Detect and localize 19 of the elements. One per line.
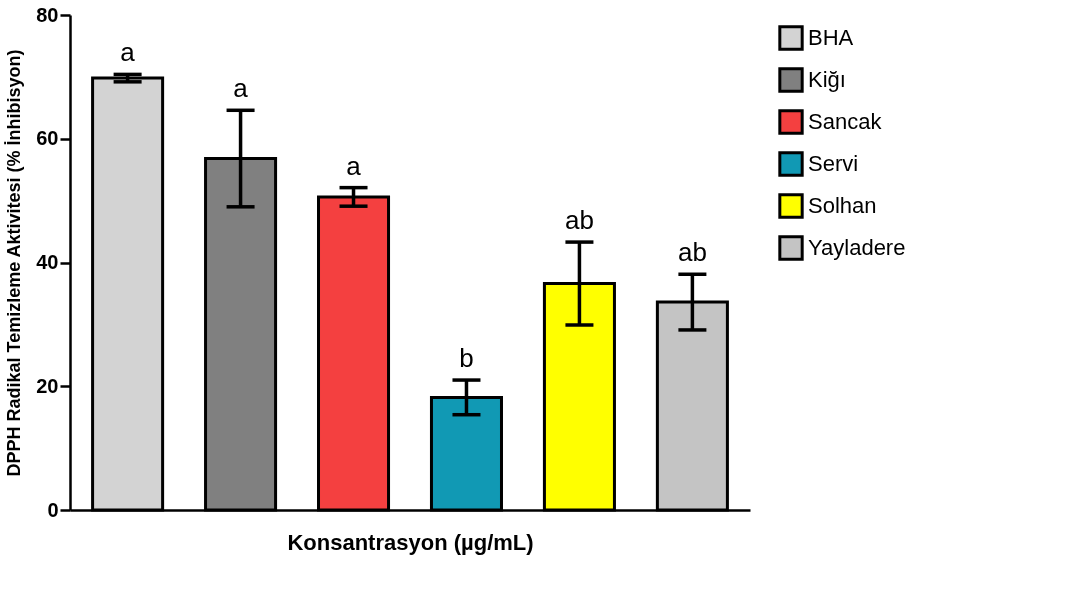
annotation: b <box>459 343 474 374</box>
y-tick-label: 40 <box>36 251 59 273</box>
y-tick-label: 60 <box>36 127 59 150</box>
x-axis-title: Konsantrasyon (µg/mL) <box>287 529 534 555</box>
y-tick-label: 80 <box>36 3 59 26</box>
y-tick-label: 20 <box>36 374 59 397</box>
legend-label: Kiğı <box>808 67 846 92</box>
annotation: a <box>346 150 362 181</box>
legend-label: Servi <box>808 151 859 176</box>
legend-label: Yayladere <box>808 235 906 260</box>
legend-label: BHA <box>808 25 854 50</box>
legend-label: Solhan <box>808 193 877 218</box>
annotation: ab <box>564 205 594 236</box>
y-tick-label: 0 <box>47 498 59 521</box>
annotation: a <box>120 37 136 68</box>
legend-label: Sancak <box>808 109 883 134</box>
annotation: ab <box>677 237 707 268</box>
annotation: a <box>233 73 249 104</box>
y-axis-title: DPPH Radikal Temizleme Aktivitesi (% İnhibisyon) <box>4 49 25 477</box>
